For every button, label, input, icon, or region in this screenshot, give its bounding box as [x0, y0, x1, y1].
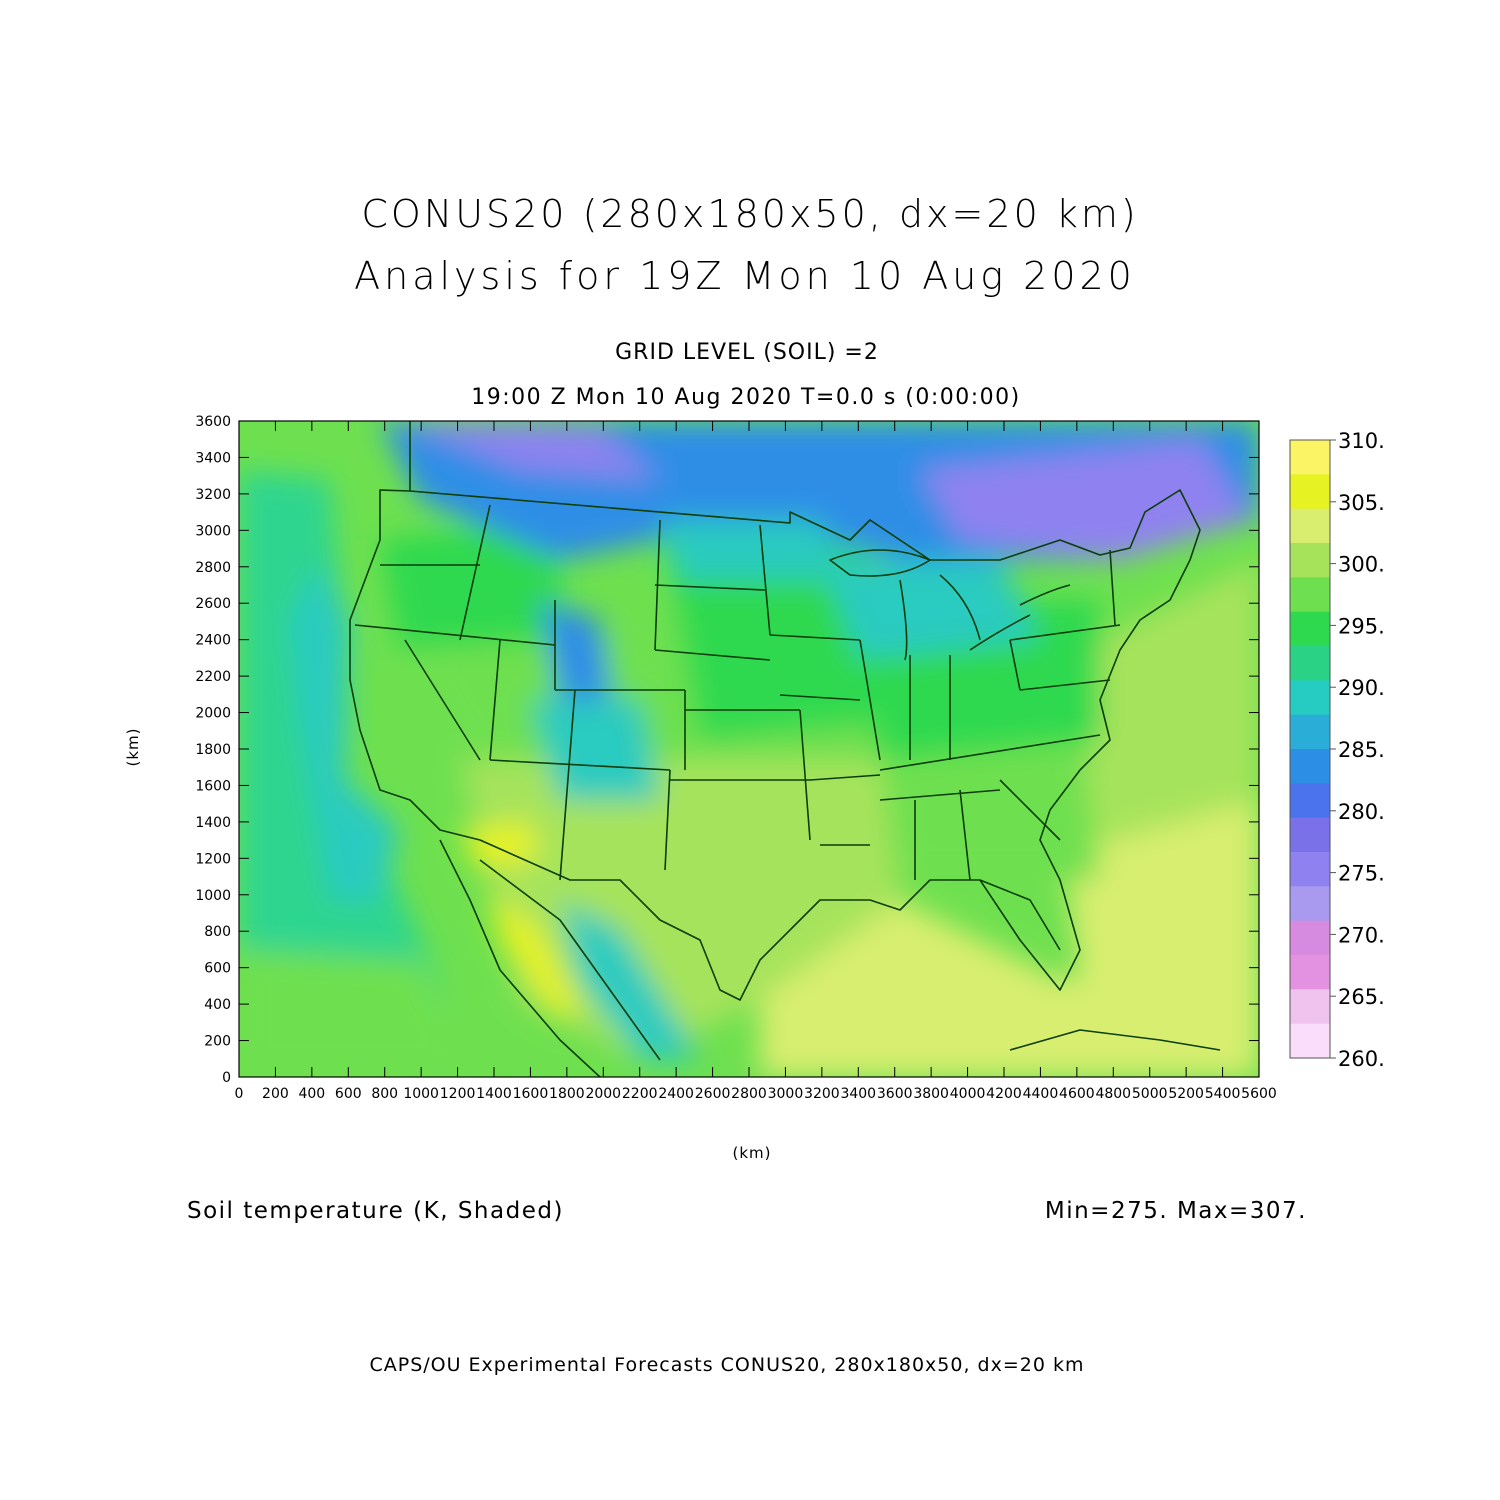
us-outline	[349, 489, 1201, 1001]
x-tick-label: 3400	[840, 1086, 876, 1102]
colorbar-swatch	[1290, 680, 1330, 716]
colorbar-swatch	[1290, 852, 1330, 887]
x-tick-label: 3000	[768, 1086, 804, 1102]
x-tick-label: 3200	[804, 1086, 840, 1102]
colorbar-label: 290.	[1338, 676, 1385, 700]
y-tick-label: 600	[204, 961, 231, 977]
y-tick-label: 1000	[195, 888, 231, 904]
mexico-mainland	[479, 859, 661, 1061]
colorbar-label: 310.	[1338, 429, 1385, 453]
state-lines	[354, 504, 1121, 881]
y-tick-label: 2400	[195, 633, 231, 649]
x-tick-label: 4400	[1023, 1086, 1059, 1102]
y-tick-label: 2000	[195, 706, 231, 722]
colorbar-swatch	[1290, 611, 1330, 647]
colorbar-label: 295.	[1338, 614, 1385, 638]
colorbar-swatch	[1290, 1023, 1330, 1059]
x-tick-label: 1600	[513, 1086, 549, 1102]
colorbar-swatch	[1290, 886, 1330, 922]
y-tick-label: 3200	[195, 487, 231, 503]
x-tick-label: 4600	[1059, 1086, 1095, 1102]
x-tick-label: 4200	[986, 1086, 1022, 1102]
colorbar-swatch	[1290, 783, 1330, 819]
x-tick-label: 1800	[549, 1086, 585, 1102]
x-tick-label: 2000	[585, 1086, 621, 1102]
colorbar-swatch	[1290, 920, 1330, 956]
x-tick-label: 800	[371, 1086, 398, 1102]
colorbar-label: 260.	[1338, 1047, 1385, 1071]
y-tick-label: 2600	[195, 596, 231, 612]
y-tick-label: 800	[204, 924, 231, 940]
colorbar-swatch	[1290, 577, 1330, 613]
colorbar-label: 280.	[1338, 800, 1385, 824]
min-max-label: Min=275. Max=307.	[1044, 1198, 1307, 1224]
colorbar-swatch	[1290, 543, 1330, 578]
x-tick-label: 600	[335, 1086, 362, 1102]
colorbar-swatch	[1290, 714, 1330, 750]
y-tick-label: 400	[204, 997, 231, 1013]
x-tick-label: 200	[262, 1086, 289, 1102]
field-label: Soil temperature (K, Shaded)	[187, 1198, 564, 1224]
y-tick-label: 1400	[195, 815, 231, 831]
y-tick-label: 3000	[195, 523, 231, 539]
x-tick-label: 3600	[877, 1086, 913, 1102]
x-tick-label: 3800	[913, 1086, 949, 1102]
y-tick-label: 1200	[195, 851, 231, 867]
y-tick-label: 0	[222, 1070, 231, 1086]
x-tick-label: 5000	[1132, 1086, 1168, 1102]
shaded-field	[239, 421, 1259, 1077]
colorbar-label: 265.	[1338, 985, 1385, 1009]
y-tick-label: 3600	[195, 414, 231, 430]
x-tick-label: 5600	[1241, 1086, 1277, 1102]
x-tick-label: 4800	[1095, 1086, 1131, 1102]
y-tick-label: 2800	[195, 560, 231, 576]
colorbar-swatch	[1290, 749, 1330, 784]
x-tick-label: 1200	[440, 1086, 476, 1102]
y-axis-label: (km)	[124, 727, 142, 767]
colorbar-label: 275.	[1338, 862, 1385, 886]
colorbar-label: 285.	[1338, 738, 1385, 762]
y-axis: 0 200 400 600 800 1000 1200 1400 1600 1800 2000 220…	[195, 414, 1259, 1086]
x-tick-label: 1400	[476, 1086, 512, 1102]
colorbar-label: 305.	[1338, 491, 1385, 515]
colorbar-swatch	[1290, 474, 1330, 510]
x-tick-label: 4000	[950, 1086, 986, 1102]
x-tick-label: 2800	[731, 1086, 767, 1102]
x-axis-label: (km)	[732, 1144, 772, 1162]
florida	[979, 879, 1061, 951]
colorbar-label: 300.	[1338, 553, 1385, 577]
great-lakes	[829, 549, 1071, 661]
colorbar-swatch	[1290, 646, 1330, 681]
x-tick-label: 0	[235, 1086, 244, 1102]
colorbar-swatch	[1290, 508, 1330, 544]
cuba	[1009, 1029, 1221, 1051]
title-line2: Analysis for 19Z Mon 10 Aug 2020	[354, 254, 1136, 298]
y-tick-label: 200	[204, 1034, 231, 1050]
state-borders	[349, 421, 1221, 1078]
x-tick-label: 400	[298, 1086, 325, 1102]
time-subtitle: 19:00 Z Mon 10 Aug 2020 T=0.0 s (0:00:00…	[471, 385, 1021, 410]
x-tick-label: 1000	[403, 1086, 439, 1102]
colorbar-swatch	[1290, 955, 1330, 990]
colorbar-swatch	[1290, 440, 1330, 475]
x-tick-label: 5400	[1205, 1086, 1241, 1102]
colorbar-label: 270.	[1338, 923, 1385, 947]
footer-credit: CAPS/OU Experimental Forecasts CONUS20, …	[369, 1354, 1085, 1376]
y-tick-label: 2200	[195, 669, 231, 685]
x-tick-label: 2600	[695, 1086, 731, 1102]
x-tick-label: 2200	[622, 1086, 658, 1102]
x-tick-label: 2400	[658, 1086, 694, 1102]
x-tick-label: 5200	[1168, 1086, 1204, 1102]
colorbar-swatch	[1290, 989, 1330, 1025]
title-line1: CONUS20 (280x180x50, dx=20 km)	[361, 192, 1139, 236]
y-tick-label: 3400	[195, 450, 231, 466]
x-axis: 0 200 400 600 800 1000 1200 1400 1600 1800 2000 220…	[235, 421, 1277, 1102]
y-tick-label: 1600	[195, 778, 231, 794]
mexico-baja	[439, 839, 601, 1078]
colorbar: 310. 305. 300. 295. 290. 285. 280. 275. 270. 265.…	[1289, 429, 1385, 1071]
y-tick-label: 1800	[195, 742, 231, 758]
grid-level-subtitle: GRID LEVEL (SOIL) =2	[615, 340, 879, 365]
colorbar-swatch	[1290, 817, 1330, 853]
